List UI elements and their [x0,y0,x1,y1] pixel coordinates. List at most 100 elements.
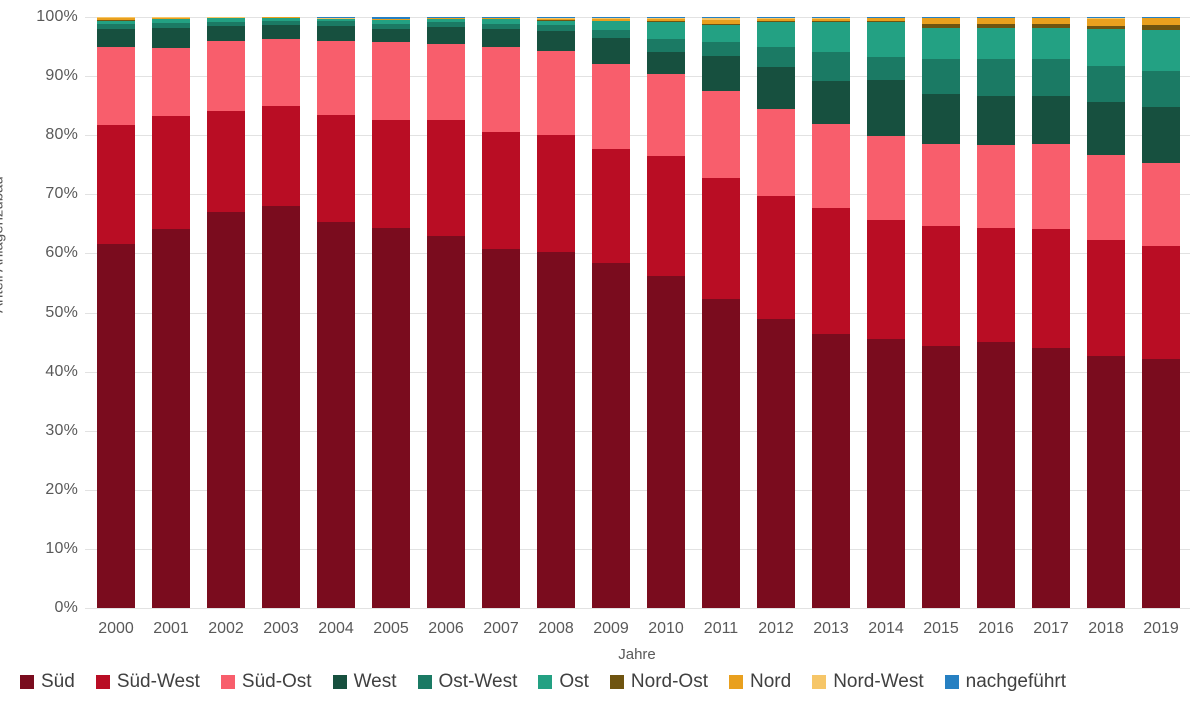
bar-segment-2019-Ost-West[interactable] [1142,70,1180,108]
bar-segment-2014-West[interactable] [867,80,905,136]
bar-segment-2018-Nord[interactable] [1087,18,1125,26]
bar-segment-2015-Ost[interactable] [922,27,960,59]
bar-segment-2007-Ost-West[interactable] [482,23,520,29]
bar-segment-2006-Nord-West[interactable] [427,17,465,19]
bar-segment-2019-Nord[interactable] [1142,18,1180,26]
bar-segment-2016-Ost[interactable] [977,27,1015,59]
bar-segment-2011-Nord-Ost[interactable] [702,23,740,25]
bar-segment-2016-Süd-West[interactable] [977,228,1015,343]
bar-segment-2019-nachgeführt[interactable] [1142,17,1180,18]
bar-segment-2005-Nord-West[interactable] [372,18,410,20]
bar-segment-2018-Nord-Ost[interactable] [1087,25,1125,30]
bar-segment-2012-nachgeführt[interactable] [757,17,795,18]
bar-segment-2012-Nord[interactable] [757,18,795,22]
bar-segment-2006-Süd-Ost[interactable] [427,43,465,121]
bar-segment-2001-Nord[interactable] [152,17,190,19]
bar-segment-2018-Ost[interactable] [1087,29,1125,67]
bar-segment-2003-Ost[interactable] [262,17,300,22]
bar-segment-2013-West[interactable] [812,80,850,124]
legend-item-Nord-Ost[interactable]: Nord-Ost [609,671,708,693]
bar-segment-2006-Süd[interactable] [427,235,465,608]
bar-segment-2015-Ost-West[interactable] [922,59,960,94]
bar-segment-2009-Nord-Ost[interactable] [592,20,630,22]
bar-segment-2011-Nord-West[interactable] [702,18,740,21]
bar-segment-2013-nachgeführt[interactable] [812,17,850,18]
bar-segment-2005-Süd-West[interactable] [372,120,410,228]
bar-segment-2010-Süd[interactable] [647,275,685,608]
bar-segment-2002-Süd[interactable] [207,212,245,608]
bar-segment-2001-Süd-Ost[interactable] [152,47,190,116]
bar-segment-2007-nachgeführt[interactable] [482,17,520,18]
bar-segment-2016-Süd[interactable] [977,342,1015,608]
bar-segment-2013-Süd[interactable] [812,333,850,608]
bar-segment-2017-Ost[interactable] [1032,27,1070,59]
bar-segment-2019-Ost[interactable] [1142,30,1180,71]
bar-segment-2000-Süd[interactable] [97,243,135,608]
bar-segment-2018-Nord-West[interactable] [1087,18,1125,19]
bar-segment-2007-Ost[interactable] [482,19,520,24]
bar-segment-2000-Nord-Ost[interactable] [97,20,135,21]
bar-segment-2014-Süd-Ost[interactable] [867,135,905,221]
bar-segment-2014-Süd-West[interactable] [867,220,905,340]
legend-item-West[interactable]: West [332,671,397,693]
bar-segment-2015-Süd[interactable] [922,345,960,608]
bar-segment-2008-Süd[interactable] [537,252,575,608]
bar-segment-2017-Nord[interactable] [1032,18,1070,25]
bar-segment-2011-Nord[interactable] [702,20,740,24]
bar-segment-2005-Ost-West[interactable] [372,24,410,30]
bar-segment-2005-nachgeführt[interactable] [372,17,410,19]
legend-item-Süd-Ost[interactable]: Süd-Ost [220,671,312,693]
bar-segment-2004-Ost[interactable] [317,18,355,22]
bar-segment-2018-nachgeführt[interactable] [1087,17,1125,19]
bar-segment-2006-West[interactable] [427,27,465,44]
bar-segment-2009-West[interactable] [592,38,630,64]
bar-segment-2005-Süd-Ost[interactable] [372,42,410,121]
bar-segment-2011-Ost-West[interactable] [702,42,740,57]
bar-segment-2019-Nord-Ost[interactable] [1142,25,1180,31]
bar-segment-2013-Ost[interactable] [812,22,850,53]
bar-segment-2013-Nord-Ost[interactable] [812,21,850,23]
bar-segment-2012-West[interactable] [757,67,795,109]
bar-segment-2013-Nord[interactable] [812,18,850,22]
bar-segment-2001-Süd[interactable] [152,228,190,608]
legend-item-Süd[interactable]: Süd [20,671,75,693]
bar-segment-2009-Nord[interactable] [592,18,630,21]
bar-segment-2012-Süd-West[interactable] [757,195,795,320]
bar-segment-2015-Nord-Ost[interactable] [922,24,960,28]
bar-segment-2017-Ost-West[interactable] [1032,59,1070,96]
bar-segment-2018-Süd-Ost[interactable] [1087,155,1125,241]
bar-segment-2008-Ost[interactable] [537,20,575,26]
bar-segment-2019-Süd-Ost[interactable] [1142,163,1180,246]
bar-segment-2017-Süd-Ost[interactable] [1032,143,1070,229]
bar-segment-2017-Süd[interactable] [1032,347,1070,608]
bar-segment-2015-Nord[interactable] [922,18,960,25]
bar-segment-2002-Ost[interactable] [207,18,245,22]
bar-segment-2011-West[interactable] [702,56,740,91]
bar-segment-2002-West[interactable] [207,26,245,41]
bar-segment-2008-nachgeführt[interactable] [537,17,575,18]
bar-segment-2009-Ost-West[interactable] [592,30,630,39]
bar-segment-2012-Nord-Ost[interactable] [757,21,795,22]
bar-segment-2007-Süd-Ost[interactable] [482,47,520,132]
bar-segment-2006-nachgeführt[interactable] [427,17,465,18]
bar-segment-2016-West[interactable] [977,95,1015,146]
bar-segment-2012-Süd[interactable] [757,319,795,608]
legend-item-Nord-West[interactable]: Nord-West [812,671,924,693]
bar-segment-2000-Ost-West[interactable] [97,23,135,29]
bar-segment-2004-Ost-West[interactable] [317,21,355,26]
bar-segment-2014-Nord-Ost[interactable] [867,20,905,22]
bar-segment-2012-Ost[interactable] [757,21,795,47]
bar-segment-2013-Ost-West[interactable] [812,52,850,81]
bar-segment-2007-Nord-Ost[interactable] [482,18,520,20]
bar-segment-2000-West[interactable] [97,28,135,48]
bar-segment-2013-Nord-West[interactable] [812,17,850,19]
bar-segment-2009-nachgeführt[interactable] [592,17,630,18]
legend-item-Nord[interactable]: Nord [729,671,791,693]
bar-segment-2014-Ost[interactable] [867,21,905,57]
bar-segment-2011-Ost[interactable] [702,24,740,43]
bar-segment-2018-Süd-West[interactable] [1087,240,1125,357]
bar-segment-2001-West[interactable] [152,27,190,48]
bar-segment-2010-Nord[interactable] [647,18,685,22]
bar-segment-2010-Nord-Ost[interactable] [647,21,685,22]
bar-segment-2007-Nord[interactable] [482,18,520,19]
